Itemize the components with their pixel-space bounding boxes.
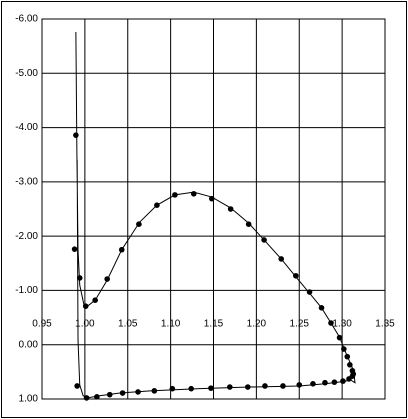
- data-point: [306, 289, 313, 295]
- data-point: [76, 275, 83, 281]
- data-point: [118, 246, 125, 253]
- x-tick-label: 1.20: [247, 318, 267, 329]
- data-point: [293, 272, 299, 279]
- data-point: [331, 379, 338, 385]
- data-point: [188, 385, 195, 392]
- y-tick-label: -1.00: [15, 285, 38, 296]
- data-point: [336, 334, 343, 341]
- data-point: [83, 395, 90, 401]
- data-point: [328, 320, 334, 326]
- x-tick-label: 1.00: [75, 318, 95, 329]
- x-tick-label: 1.30: [332, 318, 352, 329]
- data-point: [190, 191, 197, 197]
- data-point: [310, 381, 316, 387]
- data-point: [341, 346, 347, 352]
- data-point: [227, 206, 234, 212]
- data-point: [349, 373, 356, 380]
- data-line: [75, 32, 356, 399]
- data-point: [347, 362, 353, 368]
- data-point: [71, 246, 78, 252]
- data-point: [169, 385, 176, 392]
- y-tick-label: -4.00: [15, 122, 38, 133]
- data-point: [262, 383, 268, 389]
- data-point: [135, 389, 141, 395]
- y-tick-label: 1.00: [19, 394, 39, 405]
- y-tick-label: -5.00: [15, 68, 38, 79]
- x-tick-label: 1.35: [375, 318, 395, 329]
- data-point: [318, 305, 325, 311]
- data-point: [261, 237, 267, 243]
- data-point: [278, 256, 285, 262]
- data-point: [106, 391, 113, 398]
- data-point: [74, 383, 80, 389]
- data-point: [154, 202, 160, 208]
- data-point: [82, 303, 89, 309]
- data-point: [92, 297, 98, 304]
- x-tick-label: 1.15: [204, 318, 224, 329]
- data-point: [172, 192, 178, 198]
- data-point: [208, 385, 214, 391]
- data-point: [296, 382, 303, 388]
- data-point: [226, 384, 233, 390]
- x-tick-label: 0.95: [32, 318, 52, 329]
- data-point: [104, 276, 110, 282]
- x-tick-label: 1.25: [290, 318, 310, 329]
- data-point: [136, 221, 142, 227]
- x-tick-label: 1.05: [118, 318, 138, 329]
- data-point: [245, 384, 251, 390]
- data-point: [344, 353, 351, 360]
- data-point: [119, 390, 126, 396]
- x-tick-label: 1.10: [161, 318, 181, 329]
- data-point: [208, 195, 215, 202]
- data-point: [245, 221, 252, 227]
- data-point: [151, 388, 158, 394]
- data-point: [340, 378, 346, 384]
- data-point: [322, 379, 328, 386]
- data-point: [73, 132, 79, 138]
- data-point: [94, 394, 100, 400]
- y-tick-label: -3.00: [15, 176, 38, 187]
- y-tick-label: -2.00: [15, 231, 38, 242]
- data-point: [280, 383, 286, 389]
- y-tick-label: 0.00: [19, 339, 39, 350]
- y-tick-label: -6.00: [15, 14, 38, 25]
